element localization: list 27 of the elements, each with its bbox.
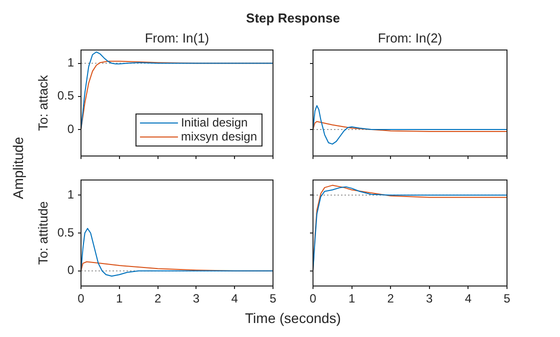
x-tick-label: 3 <box>426 292 434 306</box>
legend-label: mixsyn design <box>180 129 257 144</box>
legend-label: Initial design <box>180 115 248 130</box>
x-tick-label: 1 <box>116 292 124 306</box>
x-tick-label: 5 <box>270 292 277 306</box>
x-tick-label: 5 <box>504 292 511 306</box>
x-tick-label: 4 <box>231 292 238 306</box>
text: Amplitude <box>10 136 26 200</box>
y-axis-title: To: attack <box>36 75 50 131</box>
chart-title: Step Response <box>246 10 340 26</box>
x-tick-label: 3 <box>192 292 200 306</box>
x-tick-label: 4 <box>464 292 472 306</box>
y-tick-label: 0.5 <box>57 225 74 240</box>
chart-subtitle: From: In(1) <box>144 30 210 46</box>
y-tick-label: 0 <box>67 122 74 136</box>
x-tick-label: 2 <box>387 292 394 306</box>
y-tick-label: 1 <box>67 187 74 202</box>
y-axis-title: To: attitude <box>36 201 50 265</box>
x-tick-label: 1 <box>348 292 356 306</box>
chart-subtitle: From: In(2) <box>378 30 442 46</box>
x-tick-label: 2 <box>154 292 162 306</box>
y-tick-label: 0 <box>67 263 74 278</box>
x-tick-label: 0 <box>78 292 85 306</box>
y-tick-label: 1 <box>67 56 74 70</box>
x-axis-title: Time (seconds) <box>245 310 341 326</box>
y-tick-label: 0.5 <box>57 88 74 103</box>
x-tick-label: 0 <box>310 292 317 306</box>
